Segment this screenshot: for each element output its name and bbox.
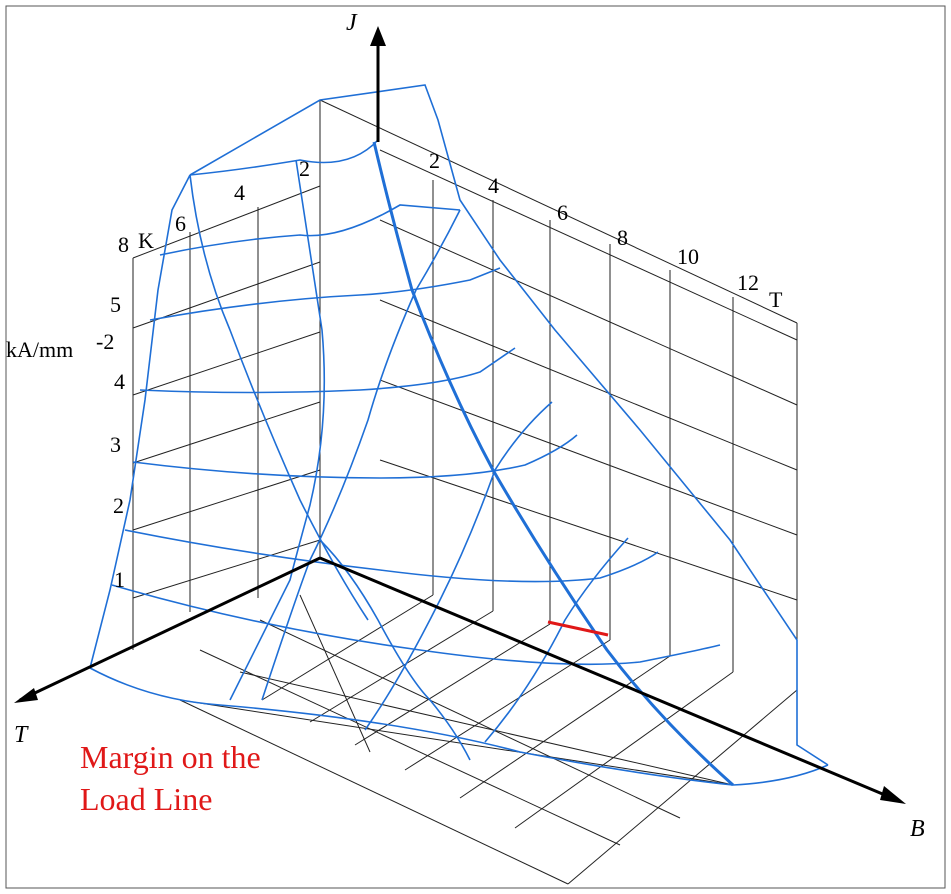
floor-line xyxy=(309,610,494,723)
floor-line xyxy=(261,594,434,701)
surface-bottom-edge xyxy=(89,667,829,786)
surface-field-contour xyxy=(261,209,461,701)
floor-line xyxy=(179,699,734,786)
temperature-tick: 2 xyxy=(299,156,310,181)
floor-grid xyxy=(179,594,798,885)
surface-temperature-contour xyxy=(111,584,721,666)
floor-line xyxy=(567,689,798,885)
side-wall-horizontal xyxy=(132,469,321,531)
surface-temperature-contour xyxy=(124,529,659,583)
back-wall-horizontal xyxy=(379,219,798,406)
floor-line xyxy=(404,639,611,771)
surface-field-contour xyxy=(229,159,326,701)
floor-line xyxy=(459,655,671,799)
field-tick: 4 xyxy=(488,173,499,198)
floor-line xyxy=(299,594,371,753)
floor-line xyxy=(239,671,734,786)
side-wall-horizontal xyxy=(132,401,321,464)
current-tick: 5 xyxy=(110,292,121,317)
back-wall-horizontal xyxy=(379,149,798,341)
temperature-unit-label: K xyxy=(138,228,154,253)
current-axis-arrowhead xyxy=(370,26,386,46)
figure-frame xyxy=(5,5,946,889)
temperature-tick: 6 xyxy=(175,211,186,236)
current-unit-exponent: -2 xyxy=(96,329,114,354)
field-tick: 12 xyxy=(737,270,759,295)
temperature-axis-arrowhead xyxy=(14,688,38,703)
surface-temperature-contour xyxy=(149,267,501,321)
field-tick: 10 xyxy=(677,244,699,269)
temperature-axis-line xyxy=(19,556,321,702)
current-axis-label: J xyxy=(346,10,358,36)
floor-line xyxy=(179,699,569,885)
back-wall-top-edge xyxy=(319,99,798,324)
surface-temperature-contour xyxy=(139,347,516,394)
field-axis-arrowhead xyxy=(880,786,906,804)
current-tick: 3 xyxy=(110,432,121,457)
surface-field-contour xyxy=(484,537,629,743)
floor-line xyxy=(199,649,621,846)
floor-line xyxy=(514,671,734,829)
surface-field-contour xyxy=(319,539,471,761)
field-axis-label: B xyxy=(910,816,925,842)
surface-temperature-contour xyxy=(189,139,379,176)
current-tick: 1 xyxy=(114,567,125,592)
side-wall-horizontal xyxy=(132,331,321,396)
side-wall-horizontal xyxy=(132,539,321,599)
back-wall-horizontal xyxy=(379,459,798,601)
temperature-tick: 4 xyxy=(234,180,245,205)
side-wall-grid xyxy=(132,185,321,650)
current-unit-label: kA/mm xyxy=(6,337,73,362)
side-wall-top-edge xyxy=(132,185,321,259)
surface-outer-edge xyxy=(189,84,829,766)
back-wall-horizontal xyxy=(379,379,798,536)
surface-field-contour xyxy=(364,401,553,731)
axes xyxy=(14,26,906,804)
critical-surface xyxy=(89,84,829,786)
back-wall-grid xyxy=(319,99,798,690)
field-tick: 6 xyxy=(557,200,568,225)
surface-left-edge xyxy=(89,174,191,669)
surface-temperature-contour xyxy=(132,434,578,479)
current-tick: 2 xyxy=(113,493,124,518)
back-wall-horizontal xyxy=(379,299,798,471)
field-tick: 2 xyxy=(429,148,440,173)
annotation-line-1: Margin on the xyxy=(80,739,261,775)
annotation-line-2: Load Line xyxy=(80,781,212,817)
surface-field-contour xyxy=(189,174,369,621)
current-tick: 4 xyxy=(114,369,125,394)
temperature-axis-label: T xyxy=(14,722,29,748)
field-tick: 8 xyxy=(617,225,628,250)
critical-current-load-line xyxy=(372,141,734,787)
field-axis-line xyxy=(319,556,898,802)
margin-segment xyxy=(547,620,609,637)
floor-line xyxy=(259,619,681,819)
temperature-tick: 8 xyxy=(118,232,129,257)
field-unit-label: T xyxy=(769,287,783,312)
